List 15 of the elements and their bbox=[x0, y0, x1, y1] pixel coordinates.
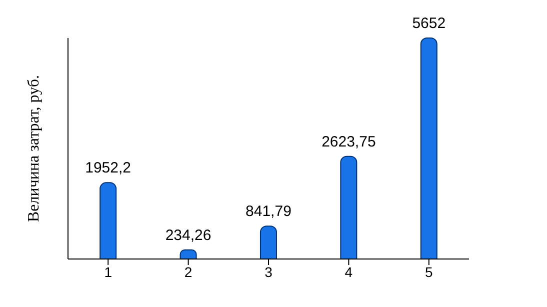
data-label: 2623,75 bbox=[322, 133, 376, 150]
data-label: 234,26 bbox=[165, 226, 212, 244]
data-label: 5652 bbox=[412, 15, 446, 32]
bar bbox=[420, 38, 438, 260]
x-tick-label: 4 bbox=[344, 264, 353, 280]
x-tick-label: 2 bbox=[184, 264, 192, 280]
bar bbox=[100, 182, 117, 260]
x-tick-label: 1 bbox=[104, 264, 112, 280]
x-tick-label: 5 bbox=[425, 264, 433, 280]
data-label: 841,79 bbox=[246, 203, 292, 220]
bar bbox=[340, 156, 358, 260]
data-label: 1952,2 bbox=[85, 160, 132, 177]
y-axis-title: Величина затрат, руб. bbox=[26, 75, 43, 222]
bar bbox=[260, 226, 277, 260]
x-tick-label: 3 bbox=[264, 264, 273, 280]
